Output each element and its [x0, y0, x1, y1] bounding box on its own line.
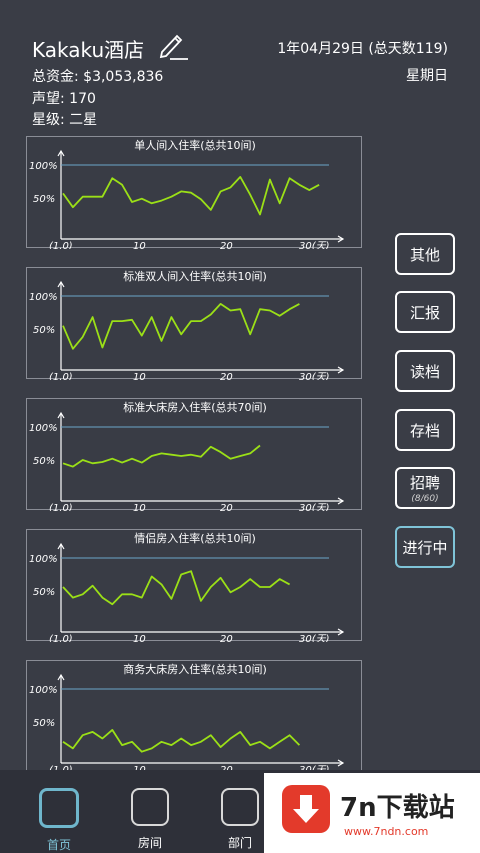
nav-home-label: 首页: [46, 838, 71, 852]
y-tick-100: 100%: [29, 423, 58, 434]
recruit-button[interactable]: 招聘 (8/60): [395, 467, 455, 509]
save-button[interactable]: 存档: [395, 409, 455, 451]
x-tick-20: 20: [220, 372, 233, 380]
x-tick-end: 30(天): [299, 634, 330, 642]
x-tick-10: 10: [133, 241, 146, 249]
chart-svg: 商务大床房入住率(总共10间) 100% 50% (1,0) 10 20 30(天): [29, 662, 345, 773]
nav-rooms[interactable]: 房间: [120, 788, 180, 851]
occupancy-chart: 单人间入住率(总共10间) 100% 50% (1,0) 10 20 30(天): [26, 136, 362, 249]
recruit-label: 招聘: [409, 474, 440, 492]
chart-title: 单人间入住率(总共10间): [134, 138, 256, 152]
nav-home[interactable]: 首页: [29, 788, 89, 853]
x-tick-start: (1,0): [49, 241, 73, 249]
x-tick-start: (1,0): [49, 372, 73, 380]
y-axis-arrow: [57, 280, 65, 288]
x-tick-20: 20: [220, 241, 233, 249]
chart-svg: 标准双人间入住率(总共10间) 100% 50% (1,0) 10 20 30(天): [29, 269, 345, 380]
watermark-url: www.7ndn.com: [344, 825, 429, 838]
x-tick-10: 10: [133, 765, 146, 773]
y-tick-100: 100%: [29, 161, 58, 172]
watermark-banner: 7n下载站 www.7ndn.com: [264, 773, 480, 853]
y-tick-50: 50%: [33, 718, 55, 729]
occupancy-series-line: [62, 303, 300, 350]
rooms-icon: [131, 788, 169, 826]
recruit-count: (8/60): [411, 494, 439, 504]
x-tick-20: 20: [220, 503, 233, 511]
x-axis-arrow: [337, 497, 345, 505]
occupancy-series-line: [62, 729, 301, 753]
y-axis-arrow: [57, 542, 65, 550]
chart-title: 情侣房入住率(总共10间): [134, 531, 256, 545]
weekday: 星期日: [406, 68, 448, 84]
x-tick-end: 30(天): [299, 241, 330, 249]
x-tick-10: 10: [133, 372, 146, 380]
x-tick-start: (1,0): [49, 634, 73, 642]
other-button[interactable]: 其他: [395, 233, 455, 275]
x-axis-arrow: [337, 366, 345, 374]
watermark-title: 7n下载站: [340, 793, 455, 823]
x-axis-arrow: [337, 628, 345, 636]
other-label: 其他: [409, 245, 440, 264]
report-button[interactable]: 汇报: [395, 291, 455, 333]
y-axis-arrow: [57, 411, 65, 419]
chart-svg: 单人间入住率(总共10间) 100% 50% (1,0) 10 20 30(天): [29, 138, 345, 249]
x-tick-end: 30(天): [299, 503, 330, 511]
nav-department-label: 部门: [227, 836, 252, 850]
x-axis-arrow: [337, 759, 345, 767]
star-rating: 星级: 二星: [32, 112, 98, 128]
download-logo-icon: [282, 785, 330, 833]
x-tick-start: (1,0): [49, 503, 73, 511]
running-button[interactable]: 进行中: [395, 526, 455, 568]
x-tick-10: 10: [133, 634, 146, 642]
status-header: Kakaku酒店 总资金: $3,053,836 声望: 170 星级: 二星 …: [0, 0, 480, 130]
chart-title: 商务大床房入住率(总共10间): [123, 662, 267, 676]
occupancy-chart: 商务大床房入住率(总共10间) 100% 50% (1,0) 10 20 30(天): [26, 660, 362, 773]
home-icon: [39, 788, 79, 828]
department-icon: [221, 788, 259, 826]
chart-svg: 标准大床房入住率(总共70间) 100% 50% (1,0) 10 20 30(天): [29, 400, 345, 511]
edit-pencil-icon[interactable]: [156, 30, 188, 60]
y-tick-100: 100%: [29, 554, 58, 565]
report-label: 汇报: [409, 303, 440, 322]
x-tick-end: 30(天): [299, 372, 330, 380]
y-axis-arrow: [57, 673, 65, 681]
x-tick-20: 20: [220, 634, 233, 642]
hotel-name: Kakaku酒店: [32, 38, 145, 62]
nav-rooms-label: 房间: [137, 836, 162, 850]
game-date: 1年04月29日 (总天数119): [277, 41, 448, 57]
chart-title: 标准大床房入住率(总共70间): [123, 400, 267, 414]
nav-department[interactable]: 部门: [210, 788, 270, 851]
x-tick-20: 20: [220, 765, 233, 773]
x-tick-end: 30(天): [299, 765, 330, 773]
occupancy-chart: 情侣房入住率(总共10间) 100% 50% (1,0) 10 20 30(天): [26, 529, 362, 642]
y-tick-50: 50%: [33, 194, 55, 205]
occupancy-series-line: [62, 444, 261, 468]
save-label: 存档: [409, 421, 440, 440]
running-label: 进行中: [402, 538, 448, 557]
occupancy-chart: 标准大床房入住率(总共70间) 100% 50% (1,0) 10 20 30(天): [26, 398, 362, 511]
occupancy-chart: 标准双人间入住率(总共10间) 100% 50% (1,0) 10 20 30(天): [26, 267, 362, 380]
x-tick-10: 10: [133, 503, 146, 511]
y-tick-50: 50%: [33, 325, 55, 336]
x-tick-start: (1,0): [49, 765, 73, 773]
y-axis-arrow: [57, 149, 65, 157]
chart-svg: 情侣房入住率(总共10间) 100% 50% (1,0) 10 20 30(天): [29, 531, 345, 642]
x-axis-arrow: [337, 235, 345, 243]
reputation: 声望: 170: [32, 91, 96, 107]
occupancy-series-line: [62, 570, 291, 606]
y-tick-50: 50%: [33, 456, 55, 467]
y-tick-50: 50%: [33, 587, 55, 598]
y-tick-100: 100%: [29, 685, 58, 696]
y-tick-100: 100%: [29, 292, 58, 303]
occupancy-series-line: [62, 176, 320, 216]
chart-title: 标准双人间入住率(总共10间): [123, 269, 267, 283]
load-button[interactable]: 读档: [395, 350, 455, 392]
total-funds: 总资金: $3,053,836: [32, 69, 164, 85]
load-label: 读档: [409, 362, 440, 381]
